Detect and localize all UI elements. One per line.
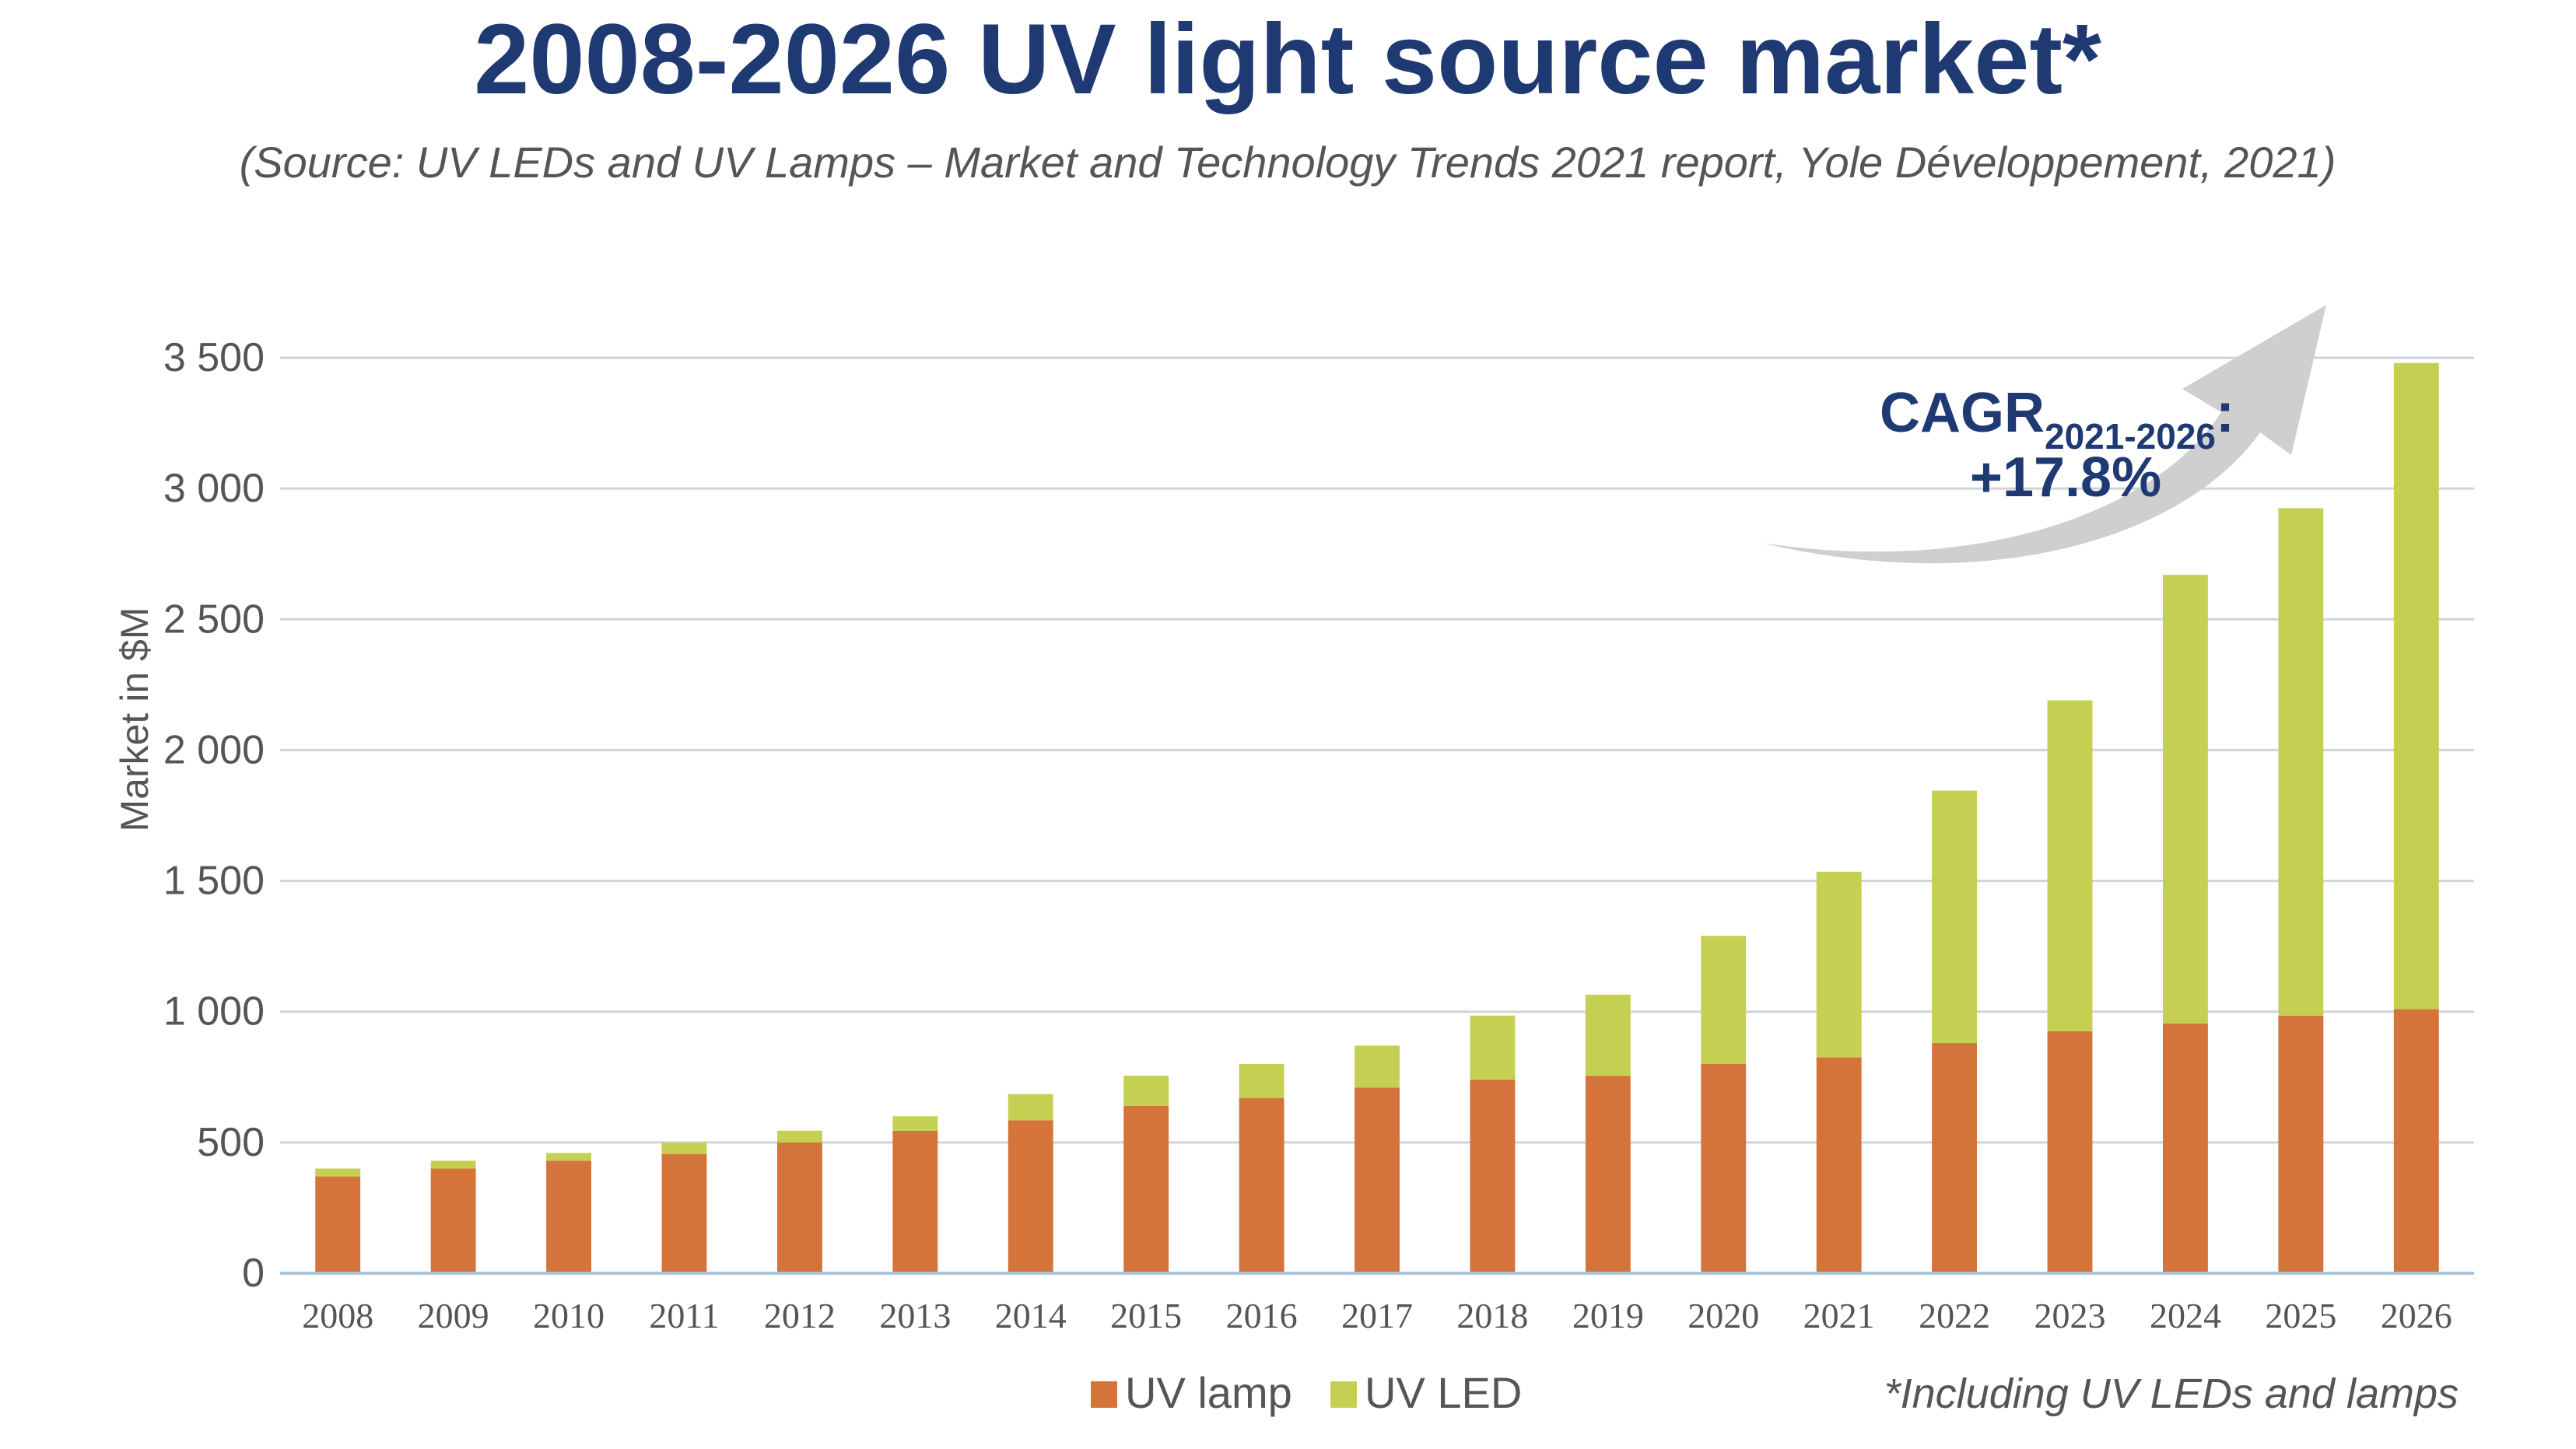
x-axis-ticks: 2008 2009 2010 2011 2012 2013 2014 2015 2016 2017… (302, 1296, 2452, 1335)
bar-uv-lamp-2018 (1470, 1080, 1516, 1273)
bar-uv-lamp-2021 (1816, 1057, 1862, 1273)
x-tick-label: 2020 (1688, 1296, 1759, 1335)
bar-uv-lamp-2017 (1355, 1087, 1400, 1273)
x-tick-label: 2025 (2265, 1296, 2336, 1335)
bar-uv-lamp-2025 (2278, 1015, 2324, 1273)
x-tick-label: 2017 (1341, 1296, 1413, 1335)
bar-uv-lamp-2008 (315, 1176, 361, 1273)
cagr-label-text: CAGR (1880, 382, 2045, 444)
x-tick-label: 2013 (879, 1296, 951, 1335)
bar-uv-lamp-2026 (2393, 1009, 2439, 1273)
x-tick-label: 2010 (533, 1296, 605, 1335)
bar-uv-lamp-2016 (1239, 1097, 1284, 1273)
x-tick-label: 2026 (2381, 1296, 2452, 1335)
bar-uv-led-2020 (1701, 936, 1747, 1064)
x-tick-label: 2022 (1919, 1296, 1990, 1335)
x-tick-label: 2018 (1456, 1296, 1528, 1335)
bar-uv-lamp-2009 (430, 1168, 476, 1273)
bar-uv-lamp-2010 (546, 1160, 591, 1273)
bar-uv-led-2015 (1123, 1076, 1169, 1106)
cagr-colon: : (2216, 382, 2234, 444)
bars (315, 362, 2439, 1273)
y-tick-label: 0 (242, 1251, 265, 1296)
cagr-period: 2021-2026 (2045, 416, 2216, 457)
x-tick-label: 2016 (1226, 1296, 1298, 1335)
growth-arrow-icon (1762, 305, 2326, 564)
bar-uv-led-2022 (1932, 790, 1978, 1044)
legend-label-uv-led: UV LED (1365, 1368, 1522, 1417)
y-tick-label: 500 (197, 1120, 265, 1165)
legend-swatch-uv-led (1330, 1381, 1357, 1408)
bar-uv-lamp-2023 (2047, 1031, 2093, 1273)
bar-uv-lamp-2011 (661, 1153, 707, 1273)
bar-uv-lamp-2024 (2163, 1023, 2208, 1273)
x-tick-label: 2024 (2150, 1296, 2221, 1335)
chart-title: 2008-2026 UV light source market* (474, 4, 2101, 115)
x-tick-label: 2021 (1803, 1296, 1875, 1335)
bar-uv-lamp-2022 (1932, 1043, 1978, 1273)
footnote: *Including UV LEDs and lamps (1884, 1370, 2459, 1417)
y-axis-label: Market in $M (113, 607, 156, 832)
bar-uv-led-2018 (1470, 1015, 1516, 1080)
bar-uv-lamp-2014 (1008, 1120, 1053, 1273)
y-tick-label: 3 000 (163, 466, 265, 511)
bar-uv-led-2009 (430, 1160, 476, 1169)
y-tick-label: 2 000 (163, 727, 265, 772)
x-tick-label: 2019 (1572, 1296, 1644, 1335)
y-tick-label: 1 500 (163, 859, 265, 904)
y-tick-label: 3 500 (163, 335, 265, 380)
chart-subtitle: (Source: UV LEDs and UV Lamps – Market a… (240, 138, 2336, 187)
bar-uv-led-2017 (1355, 1045, 1400, 1088)
bar-uv-lamp-2012 (776, 1142, 822, 1273)
bar-uv-led-2024 (2163, 575, 2208, 1024)
y-tick-label: 1 000 (163, 989, 265, 1034)
y-axis-ticks: 0 500 1 000 1 500 2 000 2 500 3 000 3 500 (163, 335, 265, 1296)
x-tick-label: 2015 (1110, 1296, 1182, 1335)
bar-uv-led-2012 (776, 1130, 822, 1143)
x-tick-label: 2011 (649, 1296, 719, 1335)
bar-uv-lamp-2019 (1585, 1076, 1631, 1273)
cagr-annotation: CAGR2021-2026: +17.8% (1762, 305, 2326, 564)
bar-uv-led-2025 (2278, 508, 2324, 1016)
bar-uv-led-2014 (1008, 1094, 1053, 1121)
y-tick-label: 2 500 (163, 597, 265, 642)
bar-uv-led-2013 (892, 1116, 938, 1131)
cagr-label: CAGR2021-2026: (1880, 382, 2234, 457)
legend-swatch-uv-lamp (1091, 1381, 1117, 1408)
cagr-value: +17.8% (1970, 446, 2161, 509)
bar-uv-led-2011 (661, 1142, 707, 1154)
bar-uv-led-2008 (315, 1168, 361, 1177)
x-tick-label: 2012 (764, 1296, 836, 1335)
bar-uv-lamp-2013 (892, 1130, 938, 1273)
bar-uv-lamp-2015 (1123, 1105, 1169, 1273)
bar-uv-led-2019 (1585, 994, 1631, 1076)
bar-uv-lamp-2020 (1701, 1063, 1747, 1273)
gridlines (280, 356, 2474, 1144)
bar-uv-led-2021 (1816, 871, 1862, 1058)
x-tick-label: 2014 (995, 1296, 1067, 1335)
x-tick-label: 2023 (2035, 1296, 2106, 1335)
legend-label-uv-lamp: UV lamp (1125, 1368, 1292, 1417)
x-tick-label: 2008 (302, 1296, 373, 1335)
bar-uv-led-2023 (2047, 700, 2093, 1031)
x-tick-label: 2009 (418, 1296, 489, 1335)
bar-uv-led-2026 (2393, 362, 2439, 1010)
legend: UV lamp UV LED (1091, 1368, 1522, 1417)
bar-uv-led-2010 (546, 1153, 591, 1161)
bar-uv-led-2016 (1239, 1063, 1284, 1098)
